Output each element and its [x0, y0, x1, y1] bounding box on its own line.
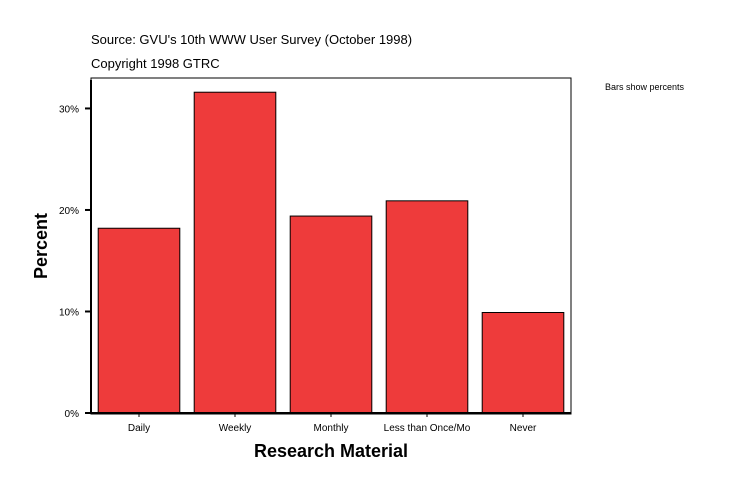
bar-never: [481, 312, 565, 414]
copyright-line: Copyright 1998 GTRC: [91, 56, 220, 71]
bars-note: Bars show percents: [605, 82, 685, 92]
x-axis-title: Research Material: [254, 441, 408, 461]
bar-less-than-once-mo: [385, 200, 469, 414]
x-tick-label: Monthly: [313, 423, 348, 434]
x-tick-label: Daily: [128, 423, 150, 434]
bar-monthly: [289, 215, 373, 414]
y-tick-label: 20%: [59, 206, 79, 217]
source-line: Source: GVU's 10th WWW User Survey (Octo…: [91, 32, 413, 47]
y-tick-label: 0%: [65, 409, 80, 420]
bar-weekly: [193, 91, 277, 414]
x-tick-label: Never: [510, 423, 537, 434]
x-tick-label: Less than Once/Mo: [384, 423, 471, 434]
x-axis: Daily Weekly Monthly Less than Once/Mo Never: [128, 413, 537, 434]
x-tick-label: Weekly: [219, 423, 252, 434]
bars-group: [97, 91, 565, 414]
y-tick-label: 10%: [59, 307, 79, 318]
bar-daily: [97, 227, 181, 414]
y-axis-title: Percent: [31, 213, 51, 279]
y-tick-label: 30%: [59, 104, 79, 115]
